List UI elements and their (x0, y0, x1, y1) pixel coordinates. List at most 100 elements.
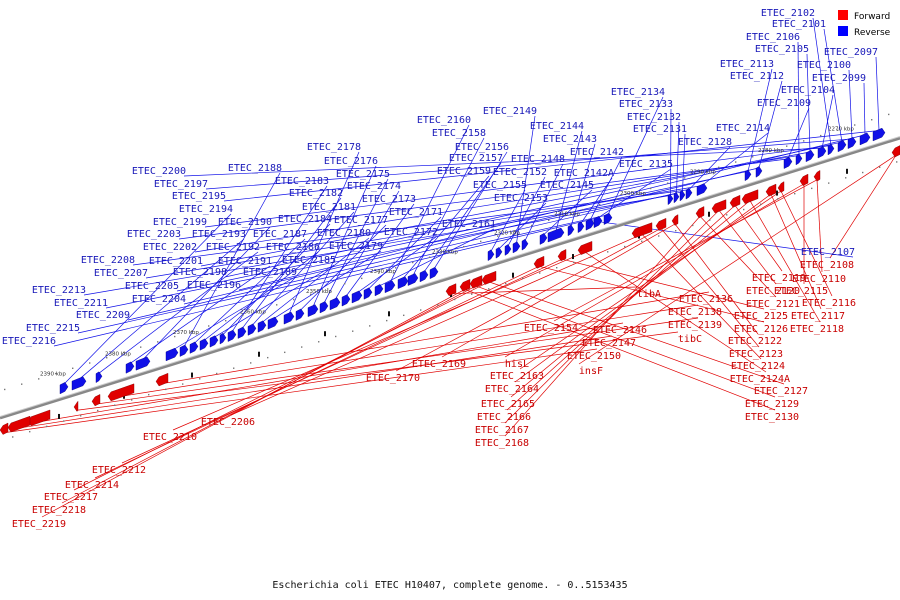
reverse-gene[interactable] (755, 166, 763, 178)
track-dot (633, 193, 635, 195)
reverse-gene[interactable] (603, 212, 613, 225)
reverse-gene[interactable] (827, 143, 835, 156)
reverse-gene[interactable] (307, 304, 319, 317)
reverse-gene[interactable] (329, 297, 341, 311)
reverse-gene[interactable] (319, 301, 329, 314)
reverse-gene-label: ETEC_2152 (493, 167, 547, 178)
reverse-gene[interactable] (95, 371, 103, 383)
reverse-gene[interactable] (351, 290, 363, 304)
reverse-label-connector (863, 82, 866, 135)
forward-gene[interactable] (631, 222, 653, 239)
forward-gene[interactable] (729, 194, 741, 208)
reverse-gene[interactable] (429, 266, 439, 280)
reverse-label-connector (758, 80, 783, 168)
reverse-gene[interactable] (247, 323, 257, 336)
reverse-gene[interactable] (71, 376, 87, 391)
forward-gene[interactable] (0, 422, 9, 435)
forward-gene[interactable] (813, 170, 821, 182)
reverse-gene[interactable] (696, 183, 708, 196)
reverse-gene[interactable] (374, 284, 384, 297)
reverse-gene[interactable] (859, 132, 871, 146)
reverse-gene[interactable] (667, 193, 674, 206)
reverse-gene[interactable] (125, 361, 135, 374)
forward-gene[interactable] (155, 372, 169, 387)
reverse-gene[interactable] (872, 127, 886, 142)
reverse-gene[interactable] (679, 190, 686, 202)
reverse-gene[interactable] (744, 169, 752, 182)
reverse-gene[interactable] (295, 308, 305, 321)
reverse-gene[interactable] (673, 191, 680, 204)
reverse-gene[interactable] (199, 338, 209, 351)
forward-gene[interactable] (577, 241, 593, 255)
forward-gene[interactable] (533, 255, 545, 269)
forward-gene[interactable] (91, 394, 101, 407)
reverse-gene[interactable] (783, 156, 793, 169)
reverse-gene[interactable] (419, 270, 429, 283)
reverse-gene-label: ETEC_2211 (54, 298, 108, 309)
reverse-gene[interactable] (539, 233, 548, 245)
reverse-gene[interactable] (219, 332, 227, 345)
reverse-gene-label: ETEC_2172 (384, 227, 438, 238)
track-dot (344, 282, 346, 285)
forward-gene[interactable] (741, 189, 759, 204)
reverse-gene[interactable] (487, 249, 495, 262)
reverse-gene[interactable] (504, 244, 512, 256)
reverse-gene[interactable] (593, 215, 603, 229)
reverse-gene[interactable] (189, 341, 199, 354)
forward-gene[interactable] (27, 409, 51, 427)
forward-gene-label: tibA (637, 289, 661, 300)
reverse-gene[interactable] (165, 347, 179, 362)
reverse-gene[interactable] (585, 218, 595, 231)
forward-gene[interactable] (73, 400, 79, 412)
reverse-gene[interactable] (521, 238, 529, 251)
forward-gene-label: ETEC_2130 (745, 412, 799, 423)
reverse-gene[interactable] (237, 326, 247, 339)
reverse-label-connector (176, 170, 749, 292)
reverse-gene[interactable] (547, 227, 565, 243)
reverse-gene[interactable] (363, 287, 373, 300)
kbp-tick-label: 2270 kbp (828, 126, 854, 132)
reverse-gene[interactable] (567, 224, 575, 237)
forward-gene[interactable] (695, 206, 705, 219)
forward-gene[interactable] (777, 181, 785, 193)
reverse-gene[interactable] (805, 149, 815, 163)
forward-gene[interactable] (557, 249, 567, 262)
reverse-gene[interactable] (384, 280, 396, 294)
forward-gene[interactable] (765, 183, 777, 197)
reverse-gene[interactable] (577, 221, 585, 234)
forward-gene[interactable] (711, 199, 727, 214)
reverse-gene[interactable] (267, 316, 279, 330)
forward-gene-label: ETEC_2170 (366, 373, 420, 384)
forward-gene[interactable] (469, 275, 483, 289)
reverse-gene[interactable] (795, 153, 803, 166)
reverse-gene[interactable] (847, 136, 857, 150)
reverse-gene[interactable] (59, 382, 69, 395)
reverse-gene[interactable] (685, 187, 693, 200)
reverse-gene[interactable] (397, 276, 409, 289)
reverse-gene[interactable] (512, 241, 521, 254)
reverse-gene-label: ETEC_2158 (432, 128, 486, 139)
forward-gene[interactable] (459, 278, 471, 292)
reverse-gene[interactable] (495, 247, 503, 259)
forward-gene[interactable] (891, 145, 900, 158)
reverse-gene[interactable] (341, 294, 351, 307)
forward-gene[interactable] (481, 270, 497, 285)
forward-gene[interactable] (445, 283, 457, 296)
reverse-gene[interactable] (817, 146, 827, 159)
reverse-gene[interactable] (257, 320, 267, 333)
reverse-gene[interactable] (135, 356, 151, 371)
forward-gene[interactable] (655, 217, 667, 231)
forward-gene[interactable] (799, 173, 809, 186)
forward-gene[interactable] (7, 415, 31, 433)
forward-label-connector (504, 210, 720, 424)
reverse-gene[interactable] (179, 344, 189, 357)
reverse-gene[interactable] (837, 140, 847, 153)
track-dot (191, 330, 193, 332)
reverse-gene[interactable] (227, 329, 237, 342)
reverse-gene[interactable] (407, 273, 419, 286)
reverse-gene[interactable] (283, 311, 295, 325)
track-dot (148, 393, 150, 396)
forward-gene[interactable] (671, 214, 679, 226)
reverse-gene[interactable] (209, 335, 219, 348)
forward-gene[interactable] (107, 383, 135, 402)
